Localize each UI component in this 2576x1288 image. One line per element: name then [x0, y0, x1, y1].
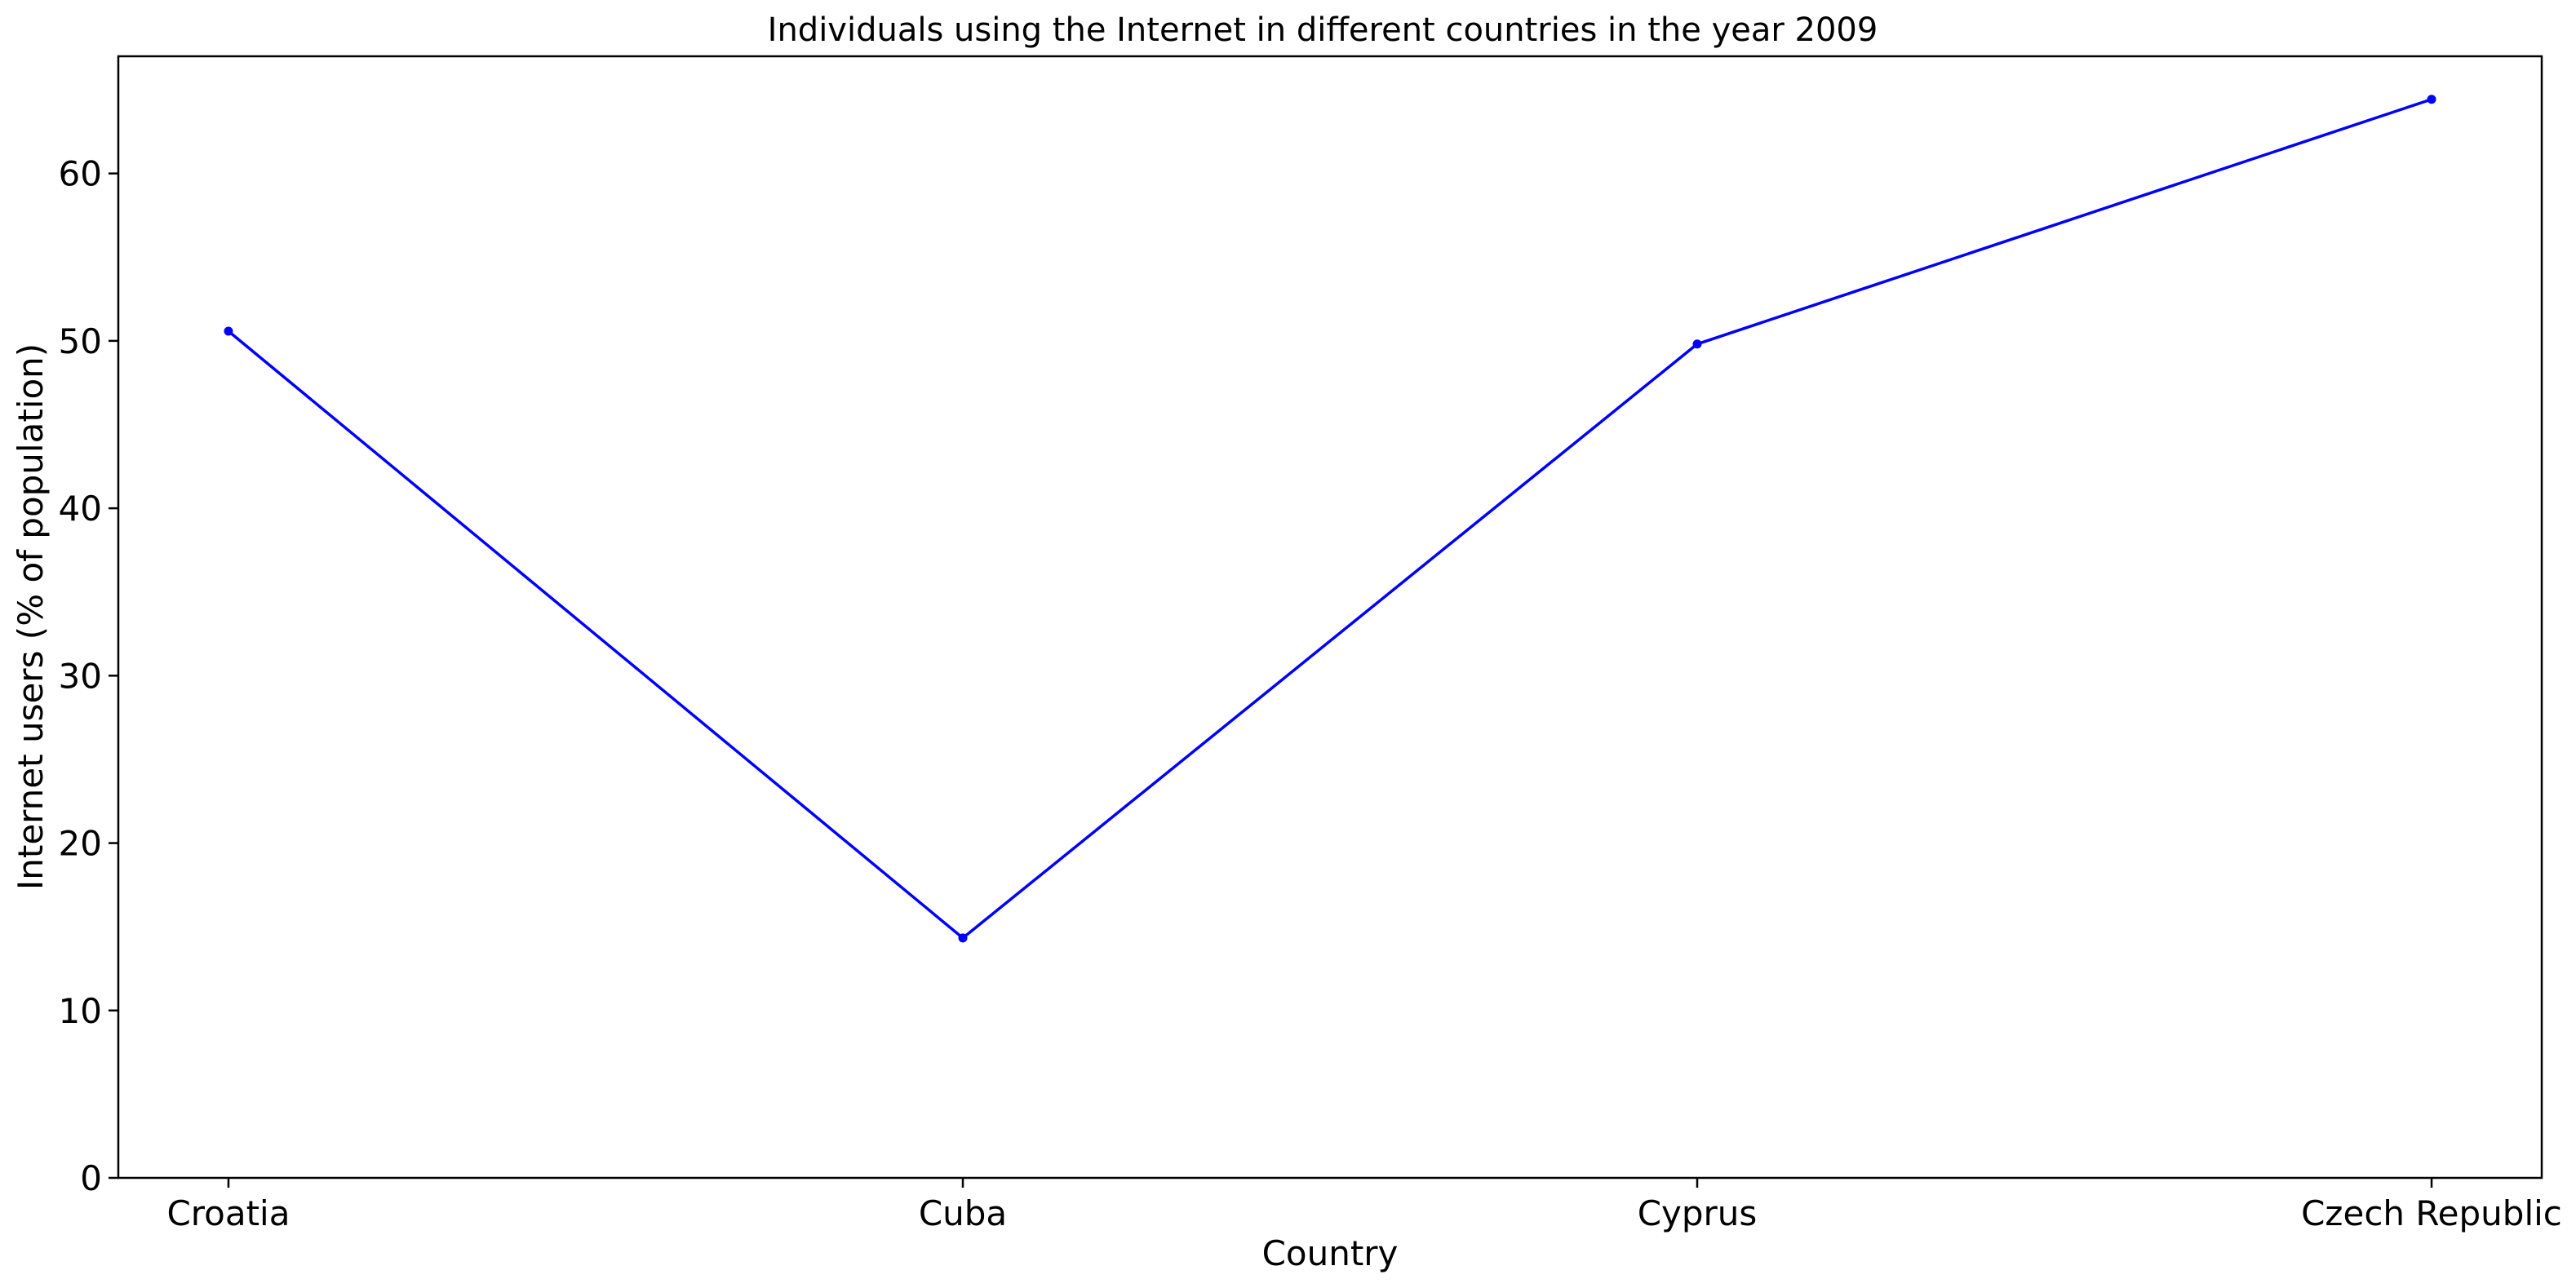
y-tick-label: 60 [59, 154, 102, 194]
y-tick-label: 40 [59, 489, 102, 529]
y-tick-label: 30 [59, 656, 102, 696]
y-tick-label: 50 [59, 321, 102, 361]
chart-title: Individuals using the Internet in differ… [768, 11, 1878, 49]
x-axis: Croatia Cuba Cyprus Czech Republic [166, 1178, 2562, 1233]
x-tick-label: Czech Republic [2301, 1193, 2562, 1233]
data-point [958, 933, 968, 943]
data-point [1692, 339, 1702, 349]
x-axis-label: Country [1262, 1233, 1399, 1273]
data-point [2427, 95, 2436, 104]
x-tick-label: Croatia [166, 1193, 290, 1233]
plot-area: 0 10 20 30 40 50 60 Croatia Cuba Cyprus Czech Rep… [59, 55, 2562, 1233]
data-point [224, 326, 233, 336]
y-tick-label: 20 [59, 824, 102, 864]
y-axis: 0 10 20 30 40 50 60 [59, 154, 118, 1198]
y-axis-label: Internet users (% of population) [11, 343, 51, 890]
y-tick-label: 0 [80, 1158, 102, 1198]
series-line [227, 98, 2432, 940]
plot-frame [117, 55, 2543, 1180]
x-tick-label: Cyprus [1638, 1193, 1758, 1233]
x-tick-label: Cuba [919, 1193, 1007, 1233]
series-layer [224, 95, 2436, 943]
y-tick-label: 10 [59, 991, 102, 1031]
